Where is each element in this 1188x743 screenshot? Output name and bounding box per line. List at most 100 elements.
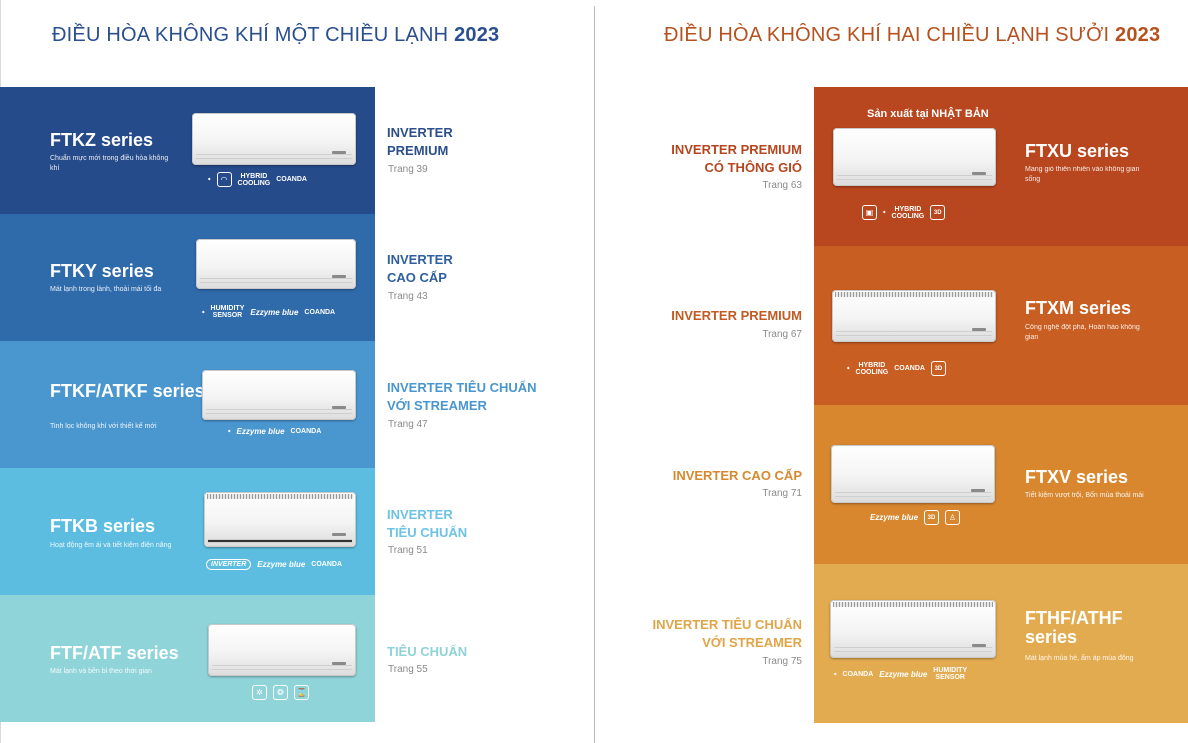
- person-icon: ♙: [945, 510, 961, 525]
- daikin-logo-icon: ⬩: [202, 308, 205, 316]
- series-desc: Mát lạnh và bền bỉ theo thời gian: [50, 668, 152, 675]
- band-ftkb[interactable]: FTKB series Hoạt động êm ái và tiết kiệm…: [0, 468, 375, 595]
- feature-badges: Ezzyme blue 3D ♙: [870, 510, 961, 525]
- series-name: FTXU series: [1025, 141, 1130, 161]
- ezzyme-blue-badge: Ezzyme blue: [870, 513, 919, 522]
- category-ftxm: INVERTER PREMIUM: [671, 308, 802, 323]
- category-ftxv: INVERTER CAO CẤP: [672, 468, 802, 483]
- coanda-badge: COANDA: [276, 176, 307, 183]
- series-name: FTKF/ATKF series: [50, 381, 205, 401]
- page-ref-ftkz[interactable]: Trang 39: [388, 164, 428, 175]
- feature-badges: INVERTER Ezzyme blue COANDA: [206, 559, 342, 570]
- inverter-badge: INVERTER: [206, 559, 252, 570]
- series-name: FTKB series: [50, 516, 156, 536]
- band-ftf[interactable]: FTF/ATF series Mát lạnh và bền bỉ theo t…: [0, 595, 375, 722]
- series-desc: Mang gió thiên nhiên vào không gian sống: [1025, 166, 1140, 183]
- page-ref-ftkb[interactable]: Trang 51: [388, 545, 428, 556]
- page-ref-fthf[interactable]: Trang 75: [762, 656, 802, 667]
- daikin-logo-icon: ⬩: [883, 209, 886, 216]
- ezzyme-blue-badge: Ezzyme blue: [257, 560, 306, 569]
- daikin-logo-icon: ⬩: [228, 428, 231, 435]
- left-title-year: 2023: [454, 24, 500, 46]
- ac-unit-image: [196, 239, 356, 289]
- series-name: FTKY series: [50, 261, 154, 281]
- band-ftkf[interactable]: FTKF/ATKF series Tinh lọc không khí với …: [0, 341, 375, 468]
- band-ftxu[interactable]: Sản xuất tại NHẬT BẢN FTXU series Mang g…: [814, 87, 1188, 246]
- category-ftkf: INVERTER TIÊU CHUẨN VỚI STREAMER: [387, 380, 537, 413]
- category-ftf: TIÊU CHUẨN: [387, 644, 468, 659]
- timer-icon: ⌛: [294, 685, 309, 700]
- feature-badges: ▣ ⬩ HYBRID COOLING 3D: [862, 205, 946, 220]
- ezzyme-blue-badge: Ezzyme blue: [250, 307, 299, 317]
- 3d-airflow-badge: 3D: [930, 205, 946, 220]
- band-ftky[interactable]: FTKY series Mát lạnh trong lành, thoải m…: [0, 214, 375, 341]
- ac-unit-image: [830, 600, 996, 658]
- made-in-japan-label: Sản xuất tại NHẬT BẢN: [867, 108, 989, 120]
- 3d-airflow-badge: 3D: [930, 361, 946, 376]
- band-ftkz[interactable]: FTKZ series Chuẩn mực mới trong điều hòa…: [0, 87, 375, 214]
- category-ftky: INVERTER CAO CẤP: [387, 252, 453, 285]
- category-ftkz: INVERTER PREMIUM: [387, 125, 453, 158]
- page-ref-ftxu[interactable]: Trang 63: [762, 180, 802, 191]
- series-name: FTKZ series: [50, 130, 154, 150]
- page-ref-ftkf[interactable]: Trang 47: [388, 419, 428, 430]
- series-desc: Mát lạnh trong lành, thoải mái tối đa: [50, 286, 162, 293]
- feature-badges: ⬩ COANDA Ezzyme blue HUMIDITY SENSOR: [834, 667, 967, 681]
- series-desc: Mát lạnh mùa hè, ấm áp mùa đông: [1025, 655, 1134, 662]
- series-name: FTXV series: [1025, 467, 1129, 487]
- humidity-sensor-badge: HUMIDITY SENSOR: [210, 305, 245, 319]
- series-desc: Công nghệ đột phá, Hoàn hảo không gian: [1025, 324, 1140, 341]
- series-name: FTHF/ATHF series: [1025, 608, 1123, 647]
- series-desc: Hoạt động êm ái và tiết kiệm điện năng: [50, 542, 172, 549]
- page-ref-ftxm[interactable]: Trang 67: [762, 329, 802, 340]
- coanda-badge: COANDA: [894, 365, 925, 372]
- feature-badges: ⬩ HUMIDITY SENSOR Ezzyme blue COANDA: [202, 305, 335, 319]
- feature-badges: ✲ ❂ ⌛: [252, 685, 309, 700]
- fan-icon: ✲: [252, 685, 267, 700]
- ac-unit-image: [832, 290, 996, 342]
- series-name: FTXM series: [1025, 298, 1132, 318]
- band-fthf[interactable]: FTHF/ATHF series Mát lạnh mùa hè, ấm áp …: [814, 564, 1188, 723]
- right-title-year: 2023: [1115, 24, 1161, 46]
- ezzyme-blue-badge: Ezzyme blue: [879, 669, 928, 679]
- page-ref-ftky[interactable]: Trang 43: [388, 291, 428, 302]
- ac-unit-image: [192, 113, 356, 165]
- hybrid-cooling-badge: HYBRID COOLING: [237, 172, 271, 187]
- coanda-badge: COANDA: [311, 561, 343, 568]
- left-title-text: ĐIỀU HÒA KHÔNG KHÍ MỘT CHIỀU LẠNH: [52, 24, 449, 46]
- coanda-badge: COANDA: [304, 308, 336, 316]
- auto-icon: ❂: [273, 685, 288, 700]
- page-divider: [594, 6, 595, 743]
- right-title: ĐIỀU HÒA KHÔNG KHÍ HAI CHIỀU LẠNH SƯỞI 2…: [664, 24, 1160, 47]
- feature-badges: ⬩ HYBRID COOLING COANDA 3D: [847, 361, 946, 376]
- daikin-logo-icon: ⬩: [847, 365, 850, 372]
- category-ftkb: INVERTER TIÊU CHUẨN: [387, 507, 468, 540]
- series-desc: Chuẩn mực mới trong điều hòa không khí: [50, 155, 169, 172]
- ac-unit-image: [202, 370, 356, 420]
- coanda-badge: COANDA: [290, 428, 322, 435]
- left-title: ĐIỀU HÒA KHÔNG KHÍ MỘT CHIỀU LẠNH 2023: [52, 24, 499, 47]
- hybrid-cooling-badge: HYBRID COOLING: [855, 361, 889, 376]
- series-desc: Tinh lọc không khí với thiết kế mới: [50, 423, 157, 430]
- band-ftxm[interactable]: FTXM series Công nghệ đột phá, Hoàn hảo …: [814, 246, 1188, 405]
- wifi-icon: ◠: [216, 172, 232, 187]
- hybrid-cooling-badge: HYBRID COOLING: [891, 205, 925, 220]
- series-name: FTF/ATF series: [50, 643, 179, 663]
- ac-unit-image: [831, 445, 995, 503]
- 3d-airflow-badge: 3D: [924, 510, 940, 525]
- daikin-logo-icon: ⬩: [834, 670, 837, 678]
- humidity-sensor-badge: HUMIDITY SENSOR: [933, 667, 968, 681]
- page-ref-ftxv[interactable]: Trang 71: [762, 488, 802, 499]
- coanda-badge: COANDA: [842, 670, 874, 678]
- page-ref-ftf[interactable]: Trang 55: [388, 664, 428, 675]
- feature-badges: ⬩ Ezzyme blue COANDA: [228, 427, 321, 436]
- daikin-logo-icon: ⬩: [208, 176, 211, 183]
- ezzyme-blue-badge: Ezzyme blue: [236, 427, 285, 436]
- band-ftxv[interactable]: FTXV series Tiết kiệm vượt trội, Bốn mùa…: [814, 405, 1188, 564]
- vent-icon: ▣: [862, 205, 877, 220]
- category-fthf: INVERTER TIÊU CHUẨN VỚI STREAMER: [652, 617, 802, 650]
- ac-unit-image: [204, 492, 356, 547]
- feature-badges: ⬩ ◠ HYBRID COOLING COANDA: [208, 172, 307, 187]
- category-ftxu: INVERTER PREMIUM CÓ THÔNG GIÓ: [671, 142, 802, 175]
- right-title-text: ĐIỀU HÒA KHÔNG KHÍ HAI CHIỀU LẠNH SƯỞI: [664, 24, 1110, 46]
